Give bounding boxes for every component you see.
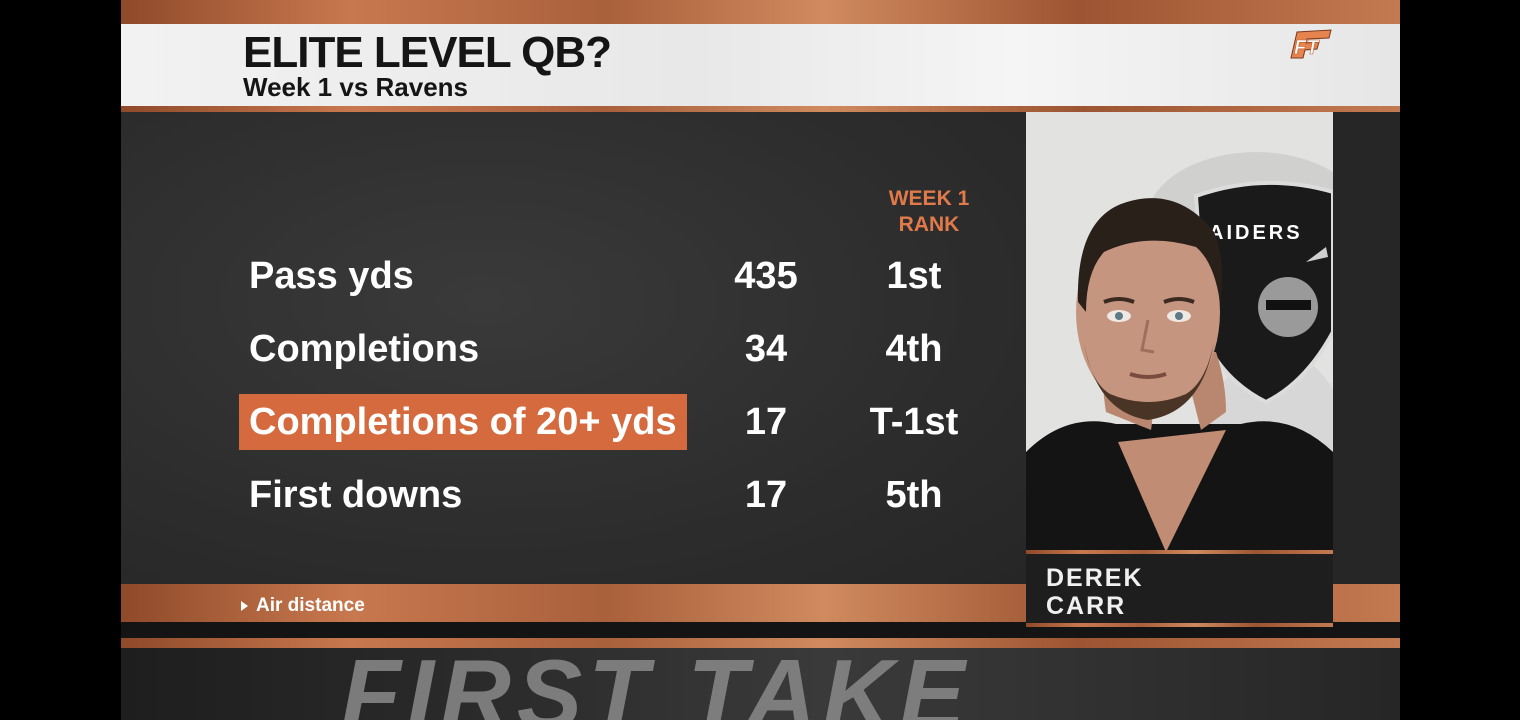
play-arrow-icon bbox=[241, 601, 248, 611]
team-logo-text: AIDERS bbox=[1209, 222, 1303, 244]
stat-value: 17 bbox=[744, 401, 788, 443]
stat-rank: T-1st bbox=[869, 401, 959, 443]
stat-value: 435 bbox=[734, 255, 798, 297]
stat-label-highlighted: Completions of 20+ yds bbox=[239, 394, 687, 450]
rank-header-line1: WEEK 1 bbox=[888, 187, 970, 210]
show-title: FIRST TAKE bbox=[341, 648, 971, 720]
name-divider bbox=[1026, 550, 1333, 554]
player-first-name: DEREK bbox=[1046, 564, 1144, 592]
lower-copper-line bbox=[121, 638, 1400, 648]
stat-rank: 1st bbox=[886, 255, 942, 297]
next-segment-label: Air distance bbox=[241, 595, 365, 617]
stat-value: 17 bbox=[744, 474, 788, 516]
next-segment-text: Air distance bbox=[256, 595, 365, 616]
name-plate-bottom bbox=[1026, 623, 1333, 627]
header-divider bbox=[121, 106, 1400, 112]
graphic-subtitle: Week 1 vs Ravens bbox=[243, 72, 468, 102]
header-banner bbox=[121, 24, 1400, 108]
stat-label: Pass yds bbox=[249, 255, 414, 297]
first-take-logo-icon: FT bbox=[1290, 29, 1332, 59]
stat-row-highlighted: Completions of 20+ yds 17 T-1st bbox=[121, 394, 1026, 450]
ft-logo-text: FT bbox=[1294, 37, 1320, 59]
stats-panel: WEEK 1 RANK Pass yds 435 1st Completions… bbox=[121, 112, 1026, 584]
graphic-title: ELITE LEVEL QB? bbox=[243, 28, 612, 77]
stat-label: Completions bbox=[249, 328, 480, 370]
rank-header-line2: RANK bbox=[898, 213, 960, 236]
player-photo: AIDERS bbox=[1026, 112, 1333, 552]
stat-label: First downs bbox=[249, 474, 463, 516]
panel-edge bbox=[1333, 112, 1400, 584]
rank-column-header: WEEK 1 RANK bbox=[829, 186, 1029, 238]
player-card: AIDERS DEREK CARR bbox=[1026, 112, 1333, 627]
name-plate bbox=[1026, 554, 1333, 624]
stat-rank: 5th bbox=[885, 474, 943, 516]
player-name: DEREK CARR bbox=[1046, 564, 1144, 620]
stat-row: First downs 17 5th bbox=[121, 467, 1026, 523]
stat-row: Pass yds 435 1st bbox=[121, 248, 1026, 304]
stat-rank: 4th bbox=[885, 328, 943, 370]
stat-row: Completions 34 4th bbox=[121, 321, 1026, 377]
player-last-name: CARR bbox=[1046, 592, 1127, 620]
broadcast-graphic: ELITE LEVEL QB? Week 1 vs Ravens FT WEEK… bbox=[121, 0, 1400, 720]
stat-value: 34 bbox=[744, 328, 788, 370]
show-branding-strip: FIRST TAKE bbox=[121, 648, 1400, 720]
top-copper-bar bbox=[121, 0, 1400, 24]
